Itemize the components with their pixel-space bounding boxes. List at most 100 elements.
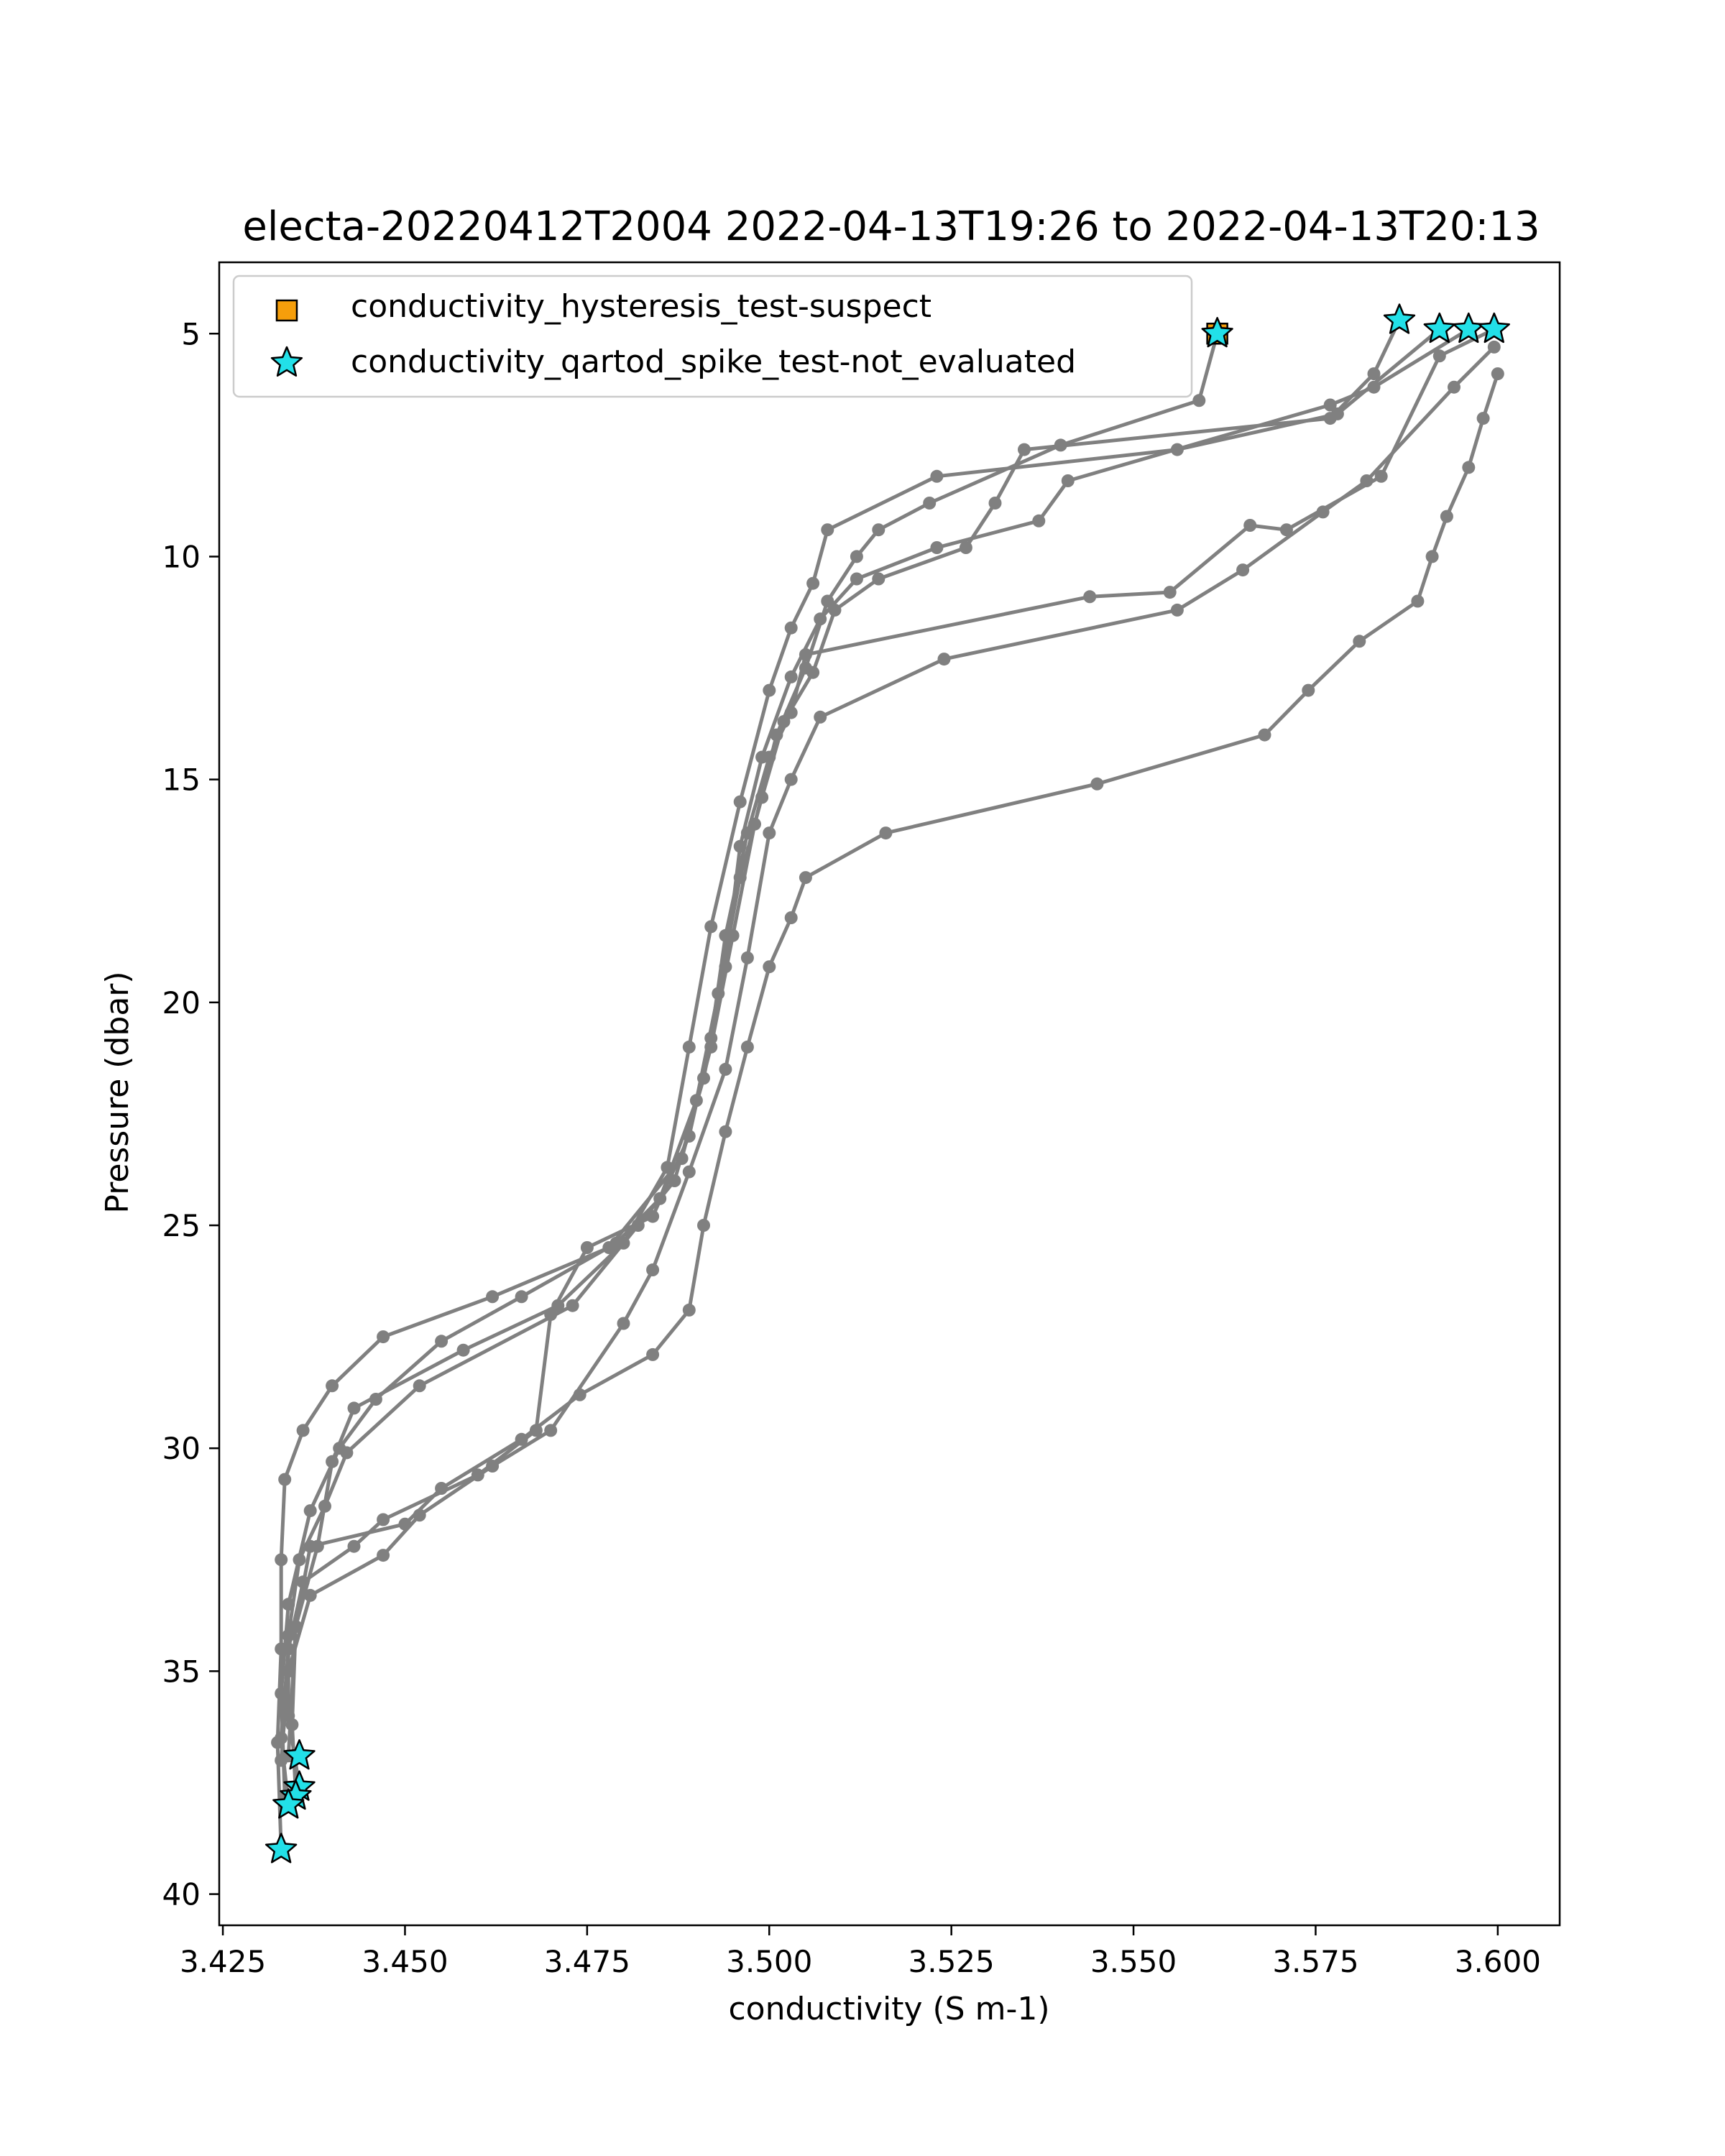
profile-line-4 [286, 327, 1470, 1788]
profile-point [1163, 586, 1177, 599]
profile-point [580, 1241, 594, 1254]
y-tick-label: 15 [162, 763, 201, 798]
profile-point [850, 572, 863, 586]
plot-area [264, 303, 1510, 1864]
profile-point [821, 594, 834, 608]
profile-point [937, 653, 951, 666]
profile-point [1432, 349, 1446, 363]
profile-point [1367, 380, 1381, 394]
profile-point [1018, 443, 1031, 456]
profile-point [850, 550, 863, 563]
y-tick-label: 10 [162, 539, 201, 574]
profile-point [740, 826, 754, 840]
not-evaluated-marker [272, 1788, 305, 1819]
not-evaluated-marker [1423, 312, 1455, 344]
profile-point [347, 1539, 361, 1553]
legend-suspect-marker [275, 299, 298, 322]
profile-point [740, 951, 754, 964]
x-tick-label: 3.575 [1272, 1944, 1358, 1979]
profile-point [1090, 777, 1104, 791]
y-tick-label: 30 [162, 1431, 201, 1466]
profile-point [763, 960, 776, 974]
profile-point [806, 576, 820, 590]
profile-point [1411, 594, 1425, 608]
profile-point [784, 670, 798, 683]
profile-point [340, 1446, 354, 1460]
profile-point [318, 1499, 331, 1513]
x-tick-label: 3.550 [1090, 1944, 1177, 1979]
profile-point [573, 1388, 586, 1401]
profile-point [923, 497, 937, 510]
profile-point [326, 1379, 339, 1393]
profile-point [377, 1549, 390, 1562]
profile-point [515, 1432, 528, 1446]
profile-point [930, 541, 944, 554]
x-tick-label: 3.425 [180, 1944, 266, 1979]
profile-point [682, 1303, 696, 1317]
profile-point [1236, 563, 1250, 577]
y-tick-label: 25 [162, 1208, 201, 1243]
profile-point [930, 469, 944, 483]
profile-point [1425, 550, 1439, 563]
profile-point [704, 920, 718, 934]
legend-not-evaluated-marker [270, 346, 303, 377]
profile-point [1374, 469, 1388, 483]
y-tick-label: 20 [162, 985, 201, 1021]
profile-line-6 [279, 346, 1496, 1761]
profile-point [697, 1219, 710, 1232]
profile-point [740, 1040, 754, 1054]
profile-point [1367, 367, 1381, 381]
profile-point [435, 1335, 448, 1348]
profile-point [275, 1553, 288, 1567]
profile-point [515, 1290, 528, 1304]
profile-point [566, 1299, 579, 1312]
not-evaluated-marker [283, 1739, 316, 1770]
profile-point [1192, 394, 1206, 407]
profile-point [413, 1379, 426, 1393]
profile-point [289, 1620, 303, 1634]
profile-point [347, 1401, 361, 1415]
profile-point [661, 1161, 674, 1174]
profile-line-5 [279, 327, 1495, 1805]
profile-point [1061, 474, 1075, 487]
x-tick-label: 3.500 [726, 1944, 812, 1979]
profile-point [719, 1062, 732, 1076]
profile-point [486, 1460, 500, 1473]
profile-point [814, 710, 827, 724]
profile-point [1279, 523, 1293, 537]
y-tick-label: 5 [181, 316, 201, 351]
profile-point [784, 706, 798, 719]
profile-point [282, 1642, 295, 1656]
profile-point [1487, 340, 1501, 354]
profile-point [646, 1348, 660, 1361]
not-evaluated-marker [264, 1833, 298, 1864]
profile-point [872, 523, 886, 537]
profile-point [1440, 510, 1453, 523]
profile-point [814, 612, 827, 626]
profile-point [486, 1290, 500, 1304]
profile-point [1476, 412, 1490, 425]
profile-point [959, 541, 972, 554]
profile-point [544, 1424, 558, 1437]
profile-point [398, 1517, 412, 1531]
profile-point [763, 750, 776, 764]
profile-point [704, 1031, 718, 1045]
profile-point [1243, 519, 1257, 532]
profile-point [1491, 367, 1504, 381]
profile-point [682, 1040, 696, 1054]
x-tick-label: 3.525 [908, 1944, 995, 1979]
profile-point [278, 1473, 292, 1486]
profile-point [1448, 380, 1460, 394]
profile-point [879, 826, 893, 840]
legend-label-suspect: conductivity_hysteresis_test-suspect [351, 288, 932, 325]
profile-point [719, 929, 732, 942]
profile-point [872, 572, 886, 586]
profile-line-3 [290, 328, 1441, 1792]
profile-point [682, 1129, 696, 1143]
x-tick-label: 3.600 [1455, 1944, 1541, 1979]
not-evaluated-marker [1201, 317, 1233, 348]
profile-line-7 [286, 373, 1500, 1756]
not-evaluated-marker [1478, 312, 1510, 344]
chart-title: electa-20220412T2004 2022-04-13T19:26 to… [242, 203, 1540, 250]
